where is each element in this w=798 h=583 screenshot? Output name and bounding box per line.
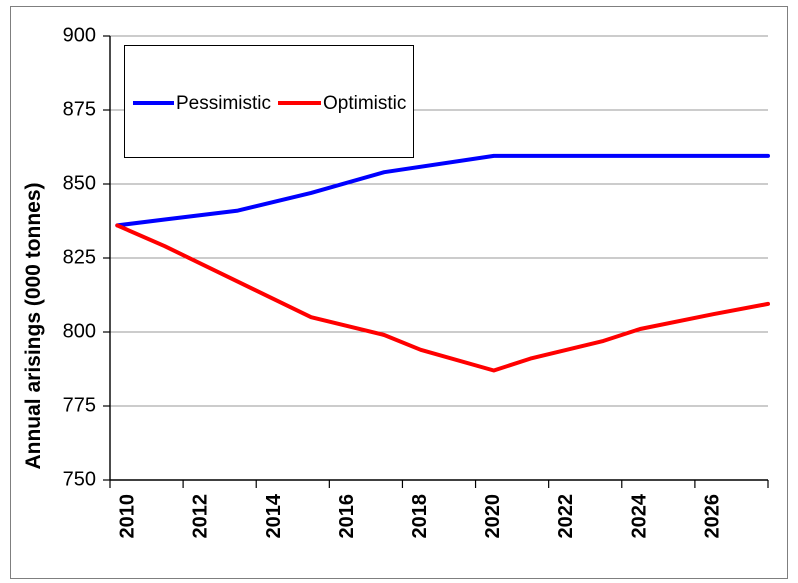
- legend-label-pessimistic: Pessimistic: [176, 93, 271, 114]
- x-axis-ticks: 2010 2012 2014 2016 2018 2020 2022 2024 2026: [109, 480, 769, 539]
- series-lines: [115, 153, 770, 373]
- series-line-optimistic: [115, 223, 770, 373]
- x-tick-label: 2024: [628, 493, 650, 538]
- x-tick-label: 2012: [190, 494, 212, 539]
- y-tick-label: 775: [63, 394, 96, 416]
- y-tick-label: 800: [63, 320, 96, 342]
- x-tick-label: 2014: [263, 493, 285, 538]
- y-tick-label: 875: [63, 98, 96, 120]
- x-tick-label: 2018: [409, 494, 431, 539]
- y-axis-ticks: 750 775 800 825 850 875 900: [63, 24, 110, 490]
- x-tick-label: 2020: [482, 494, 504, 538]
- y-axis-title: Annual arisings (000 tonnes): [22, 182, 45, 469]
- legend-label-optimistic: Optimistic: [323, 93, 406, 114]
- x-tick-label: 2016: [336, 494, 358, 539]
- y-tick-label: 750: [63, 468, 96, 490]
- y-tick-label: 900: [63, 24, 96, 46]
- y-tick-label: 850: [63, 172, 96, 194]
- x-tick-label: 2026: [701, 494, 723, 539]
- x-tick-label: 2010: [117, 494, 139, 539]
- legend: Pessimistic Optimistic: [124, 45, 414, 158]
- x-tick-label: 2022: [555, 494, 577, 539]
- series-line-pessimistic: [115, 153, 770, 228]
- y-tick-label: 825: [63, 246, 96, 268]
